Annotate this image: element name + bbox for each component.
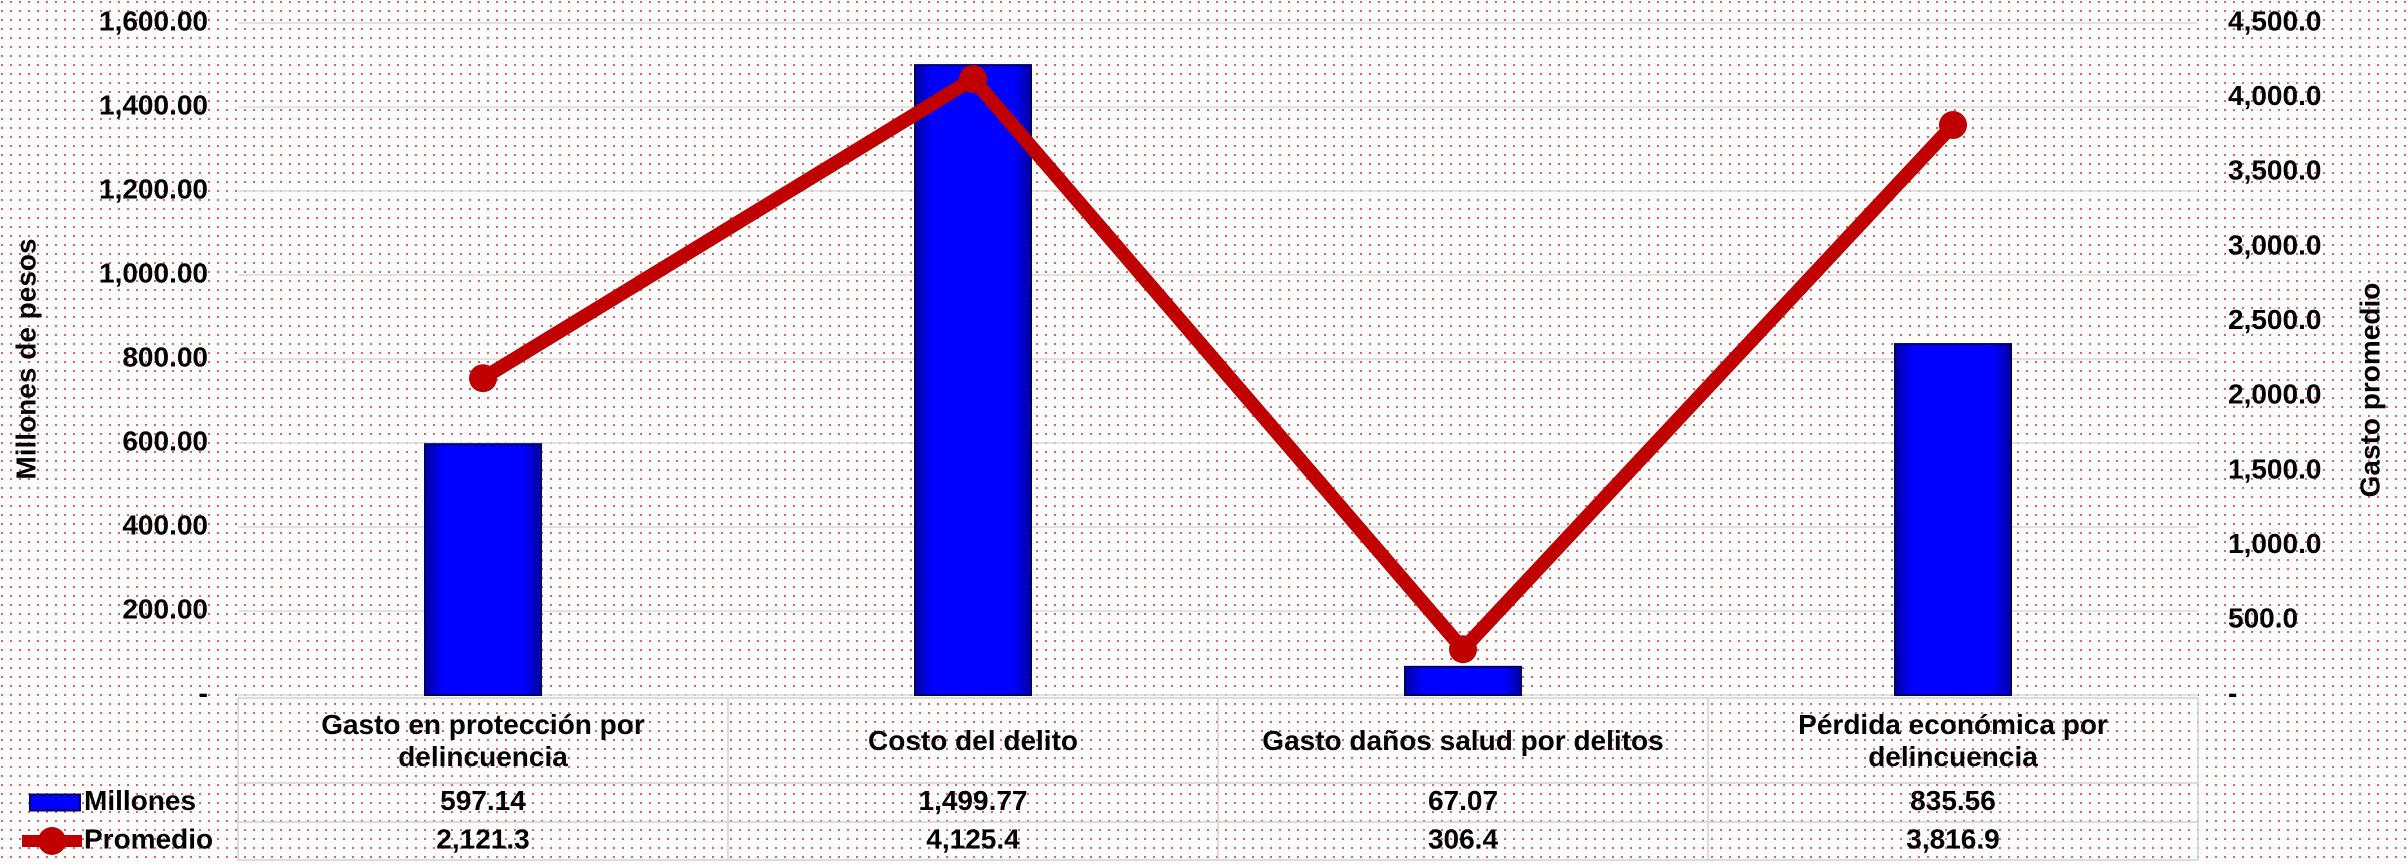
- y2-tick-label: 4,500.0: [2228, 5, 2321, 36]
- category-label: Pérdida económica por delincuencia: [1798, 709, 2108, 772]
- legend-label: Promedio: [84, 823, 213, 854]
- bar: [1894, 343, 2012, 696]
- bar: [914, 64, 1032, 696]
- data-label: 306.4: [1428, 823, 1498, 854]
- bar: [1404, 665, 1522, 697]
- y-tick-label: -: [199, 677, 208, 708]
- line-marker: [469, 364, 497, 393]
- y2-tick-label: 1,500.0: [2228, 453, 2321, 484]
- y-axis-label: Millones de pesos: [10, 238, 41, 479]
- y2-tick-label: 3,000.0: [2228, 229, 2321, 260]
- y2-tick-label: 4,000.0: [2228, 80, 2321, 111]
- data-label: 1,499.77: [919, 785, 1028, 816]
- line-marker: [959, 64, 987, 93]
- line-marker: [1449, 635, 1477, 664]
- line: [479, 71, 1959, 657]
- y2-tick-label: 2,000.0: [2228, 379, 2321, 410]
- y2-tick-label: 1,000.0: [2228, 528, 2321, 559]
- legend-swatch: [29, 793, 81, 812]
- y-tick-label: 1,200.00: [99, 173, 208, 204]
- category-label: Costo del delito: [868, 725, 1078, 756]
- y-tick-label: 1,000.00: [99, 257, 208, 288]
- y2-tick-label: 500.0: [2228, 603, 2298, 634]
- y-tick-label: 800.00: [122, 341, 208, 372]
- y2-tick-label: 2,500.0: [2228, 304, 2321, 335]
- y2-tick-label: -: [2228, 677, 2237, 708]
- y2-axis-label: Gasto promedio: [2354, 283, 2385, 498]
- y-tick-label: 1,600.00: [99, 5, 208, 36]
- category-label: Gasto en protección por delincuencia: [321, 709, 645, 772]
- data-label: 3,816.9: [1906, 823, 1999, 854]
- data-label: 2,121.3: [436, 823, 529, 854]
- y-tick-label: 400.00: [122, 509, 208, 540]
- legend-label: Millones: [84, 785, 196, 816]
- data-label: 597.14: [440, 785, 526, 816]
- y-tick-label: 200.00: [122, 593, 208, 624]
- data-label: 4,125.4: [926, 823, 1020, 854]
- data-label: 835.56: [1910, 785, 1996, 816]
- y2-tick-label: 3,500.0: [2228, 155, 2321, 186]
- line-marker: [1939, 111, 1967, 140]
- legend-swatch: [38, 827, 66, 855]
- bar: [424, 443, 542, 696]
- y-tick-label: 600.00: [122, 425, 208, 456]
- data-label: 67.07: [1428, 785, 1498, 816]
- y-tick-label: 1,400.00: [99, 89, 208, 120]
- category-label: Gasto daños salud por delitos: [1262, 725, 1664, 756]
